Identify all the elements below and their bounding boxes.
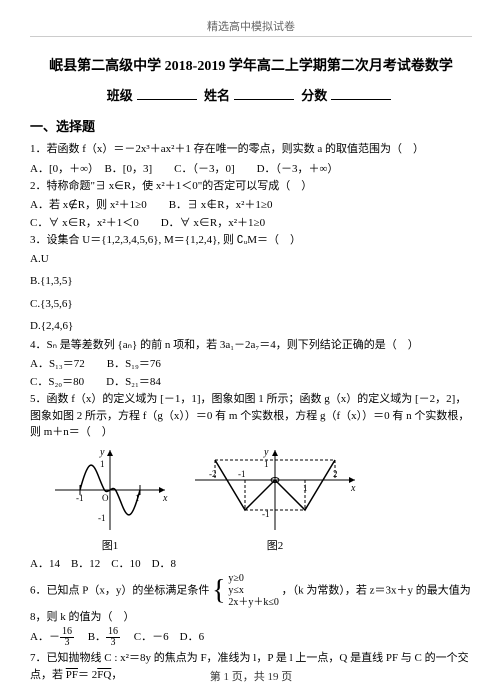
q3-text: 3．设集合 U＝{1,2,3,4,5,6}, M＝{1,2,4}, 则 ∁ᵤM＝… xyxy=(30,232,472,249)
q6-a-frac: 163 xyxy=(60,627,74,648)
q3-a: A.U xyxy=(30,251,472,268)
figures: x y -1 1 1 -1 O 图1 x y -2 - xyxy=(50,445,472,553)
svg-text:y: y xyxy=(99,447,105,458)
q6-sys3: 2x＋y＋k≤0 xyxy=(228,597,279,608)
q6-b-frac: 163 xyxy=(106,627,120,648)
brace-icon: { xyxy=(212,578,225,603)
page: 精选高中模拟试卷 岷县第二高级中学 2018-2019 学年高二上学期第二次月考… xyxy=(0,0,502,694)
svg-text:y: y xyxy=(263,447,269,458)
page-footer: 第 1 页，共 19 页 xyxy=(0,668,502,684)
score-blank xyxy=(331,99,391,100)
svg-text:x: x xyxy=(162,493,168,504)
name-label: 姓名 xyxy=(204,88,230,103)
q6: 6．已知点 P（x，y）的坐标满足条件 { y≥0 y≤x 2x＋y＋k≤0 ，… xyxy=(30,573,472,626)
svg-text:1: 1 xyxy=(100,459,105,469)
q6-b-label: B． xyxy=(88,631,106,643)
q4-opts-b: C．S₂₀＝80 D．S₂₁＝84 xyxy=(30,373,472,389)
q2-opts-a: A．若 x∉R，则 x²＋1≥0 B．∃ x∉R，x²＋1≥0 xyxy=(30,196,472,212)
q6-pre: 6．已知点 P（x，y）的坐标满足条件 xyxy=(30,584,209,596)
score-label: 分数 xyxy=(301,88,327,103)
svg-text:-1: -1 xyxy=(238,469,246,479)
fig2-box: x y -2 -1 1 2 1 -1 图2 xyxy=(190,445,360,553)
q4-text: 4．Sₙ 是等差数列 {aₙ} 的前 n 项和，若 3a₁－2a₇＝4，则下列结… xyxy=(30,337,472,354)
q3-d: D.{2,4,6} xyxy=(30,318,472,335)
q2-text: 2．特称命题"∃ x∈R，使 x²＋1＜0"的否定可以写成（ ） xyxy=(30,178,472,195)
q5-opts: A．14 B．12 C．10 D．8 xyxy=(30,555,472,571)
fig2-svg: x y -2 -1 1 2 1 -1 xyxy=(190,445,360,535)
fig1-box: x y -1 1 1 -1 O 图1 xyxy=(50,445,170,553)
q6-sys2: y≤x xyxy=(228,585,244,596)
fig1-label: 图1 xyxy=(102,537,119,553)
q3-c: C.{3,5,6} xyxy=(30,296,472,313)
q3-b: B.{1,3,5} xyxy=(30,273,472,290)
q1-opts: A．[0，＋∞） B．[0，3] C．（－3，0] D．（－3，＋∞） xyxy=(30,160,472,176)
class-blank xyxy=(137,99,197,100)
svg-text:O: O xyxy=(102,493,109,503)
running-header: 精选高中模拟试卷 xyxy=(30,18,472,37)
q4-opts-a: A．S₁₃＝72 B．S₁₉＝76 xyxy=(30,355,472,371)
exam-title: 岷县第二高级中学 2018-2019 学年高二上学期第二次月考试卷数学 xyxy=(30,55,472,75)
name-blank xyxy=(234,99,294,100)
section-1: 一、选择题 xyxy=(30,116,472,135)
form-line: 班级 姓名 分数 xyxy=(30,85,472,104)
q6-a-label: A． xyxy=(30,631,49,643)
q6-system: y≥0 y≤x 2x＋y＋k≤0 xyxy=(228,573,279,609)
svg-text:x: x xyxy=(350,483,356,494)
q1-text: 1．若函数 f（x）＝－2x³＋ax²＋1 存在唯一的零点，则实数 a 的取值范… xyxy=(30,141,472,158)
q2-opts-b: C．∀ x∈R，x²＋1＜0 D．∀ x∈R，x²＋1≥0 xyxy=(30,214,472,230)
fig1-svg: x y -1 1 1 -1 O xyxy=(50,445,170,535)
fig2-label: 图2 xyxy=(267,537,284,553)
q6-cd: C．－6 D．6 xyxy=(134,631,204,643)
q6-sys1: y≥0 xyxy=(228,573,244,584)
q5-text: 5．函数 f（x）的定义域为 [－1，1]，图象如图 1 所示；函数 g（x）的… xyxy=(30,391,472,441)
svg-text:-1: -1 xyxy=(98,513,106,523)
class-label: 班级 xyxy=(107,88,133,103)
q6-opts: A．－163 B．163 C．－6 D．6 xyxy=(30,627,472,648)
